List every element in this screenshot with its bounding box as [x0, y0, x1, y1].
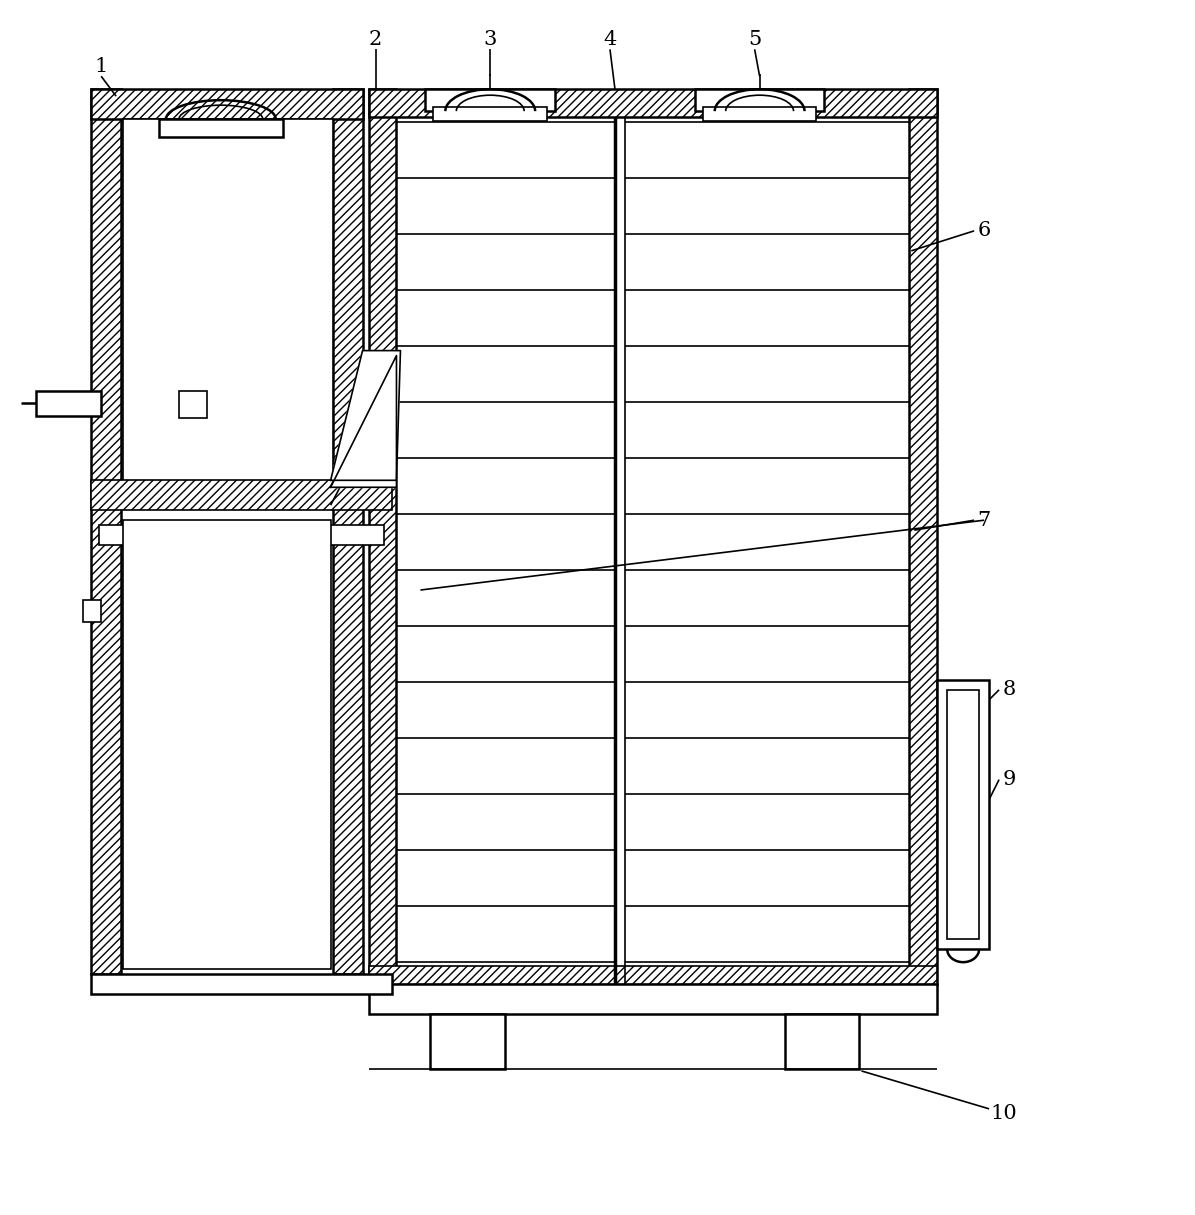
Bar [91, 89, 121, 974]
Text: 4: 4 [603, 30, 617, 49]
Text: 7: 7 [978, 510, 991, 530]
Bar [91, 480, 392, 510]
Bar [368, 89, 397, 984]
Bar [909, 89, 937, 984]
Text: 3: 3 [484, 30, 497, 49]
Polygon shape [331, 351, 400, 480]
Bar [91, 974, 392, 994]
Text: 2: 2 [369, 30, 382, 49]
Text: 10: 10 [991, 1104, 1017, 1124]
Bar [703, 107, 816, 122]
Text: 6: 6 [978, 221, 991, 241]
Bar [179, 390, 207, 418]
Bar [159, 119, 283, 137]
Bar [332, 89, 362, 974]
Bar [368, 984, 937, 1015]
Bar [123, 119, 332, 501]
Text: 8: 8 [1003, 680, 1016, 700]
Text: 1: 1 [94, 57, 108, 75]
Bar [123, 520, 331, 970]
Bar [948, 690, 979, 939]
Bar [36, 390, 102, 417]
Bar [434, 107, 547, 122]
Bar [368, 89, 937, 117]
Bar [84, 600, 102, 622]
Bar [694, 89, 825, 111]
Bar [785, 1015, 859, 1069]
Text: 9: 9 [1003, 770, 1016, 789]
Bar [937, 680, 989, 949]
Text: 5: 5 [748, 30, 761, 49]
Bar [425, 89, 556, 111]
Bar [368, 966, 937, 984]
Polygon shape [331, 356, 397, 487]
Bar [99, 525, 385, 546]
Bar [91, 89, 362, 119]
Bar [430, 1015, 505, 1069]
